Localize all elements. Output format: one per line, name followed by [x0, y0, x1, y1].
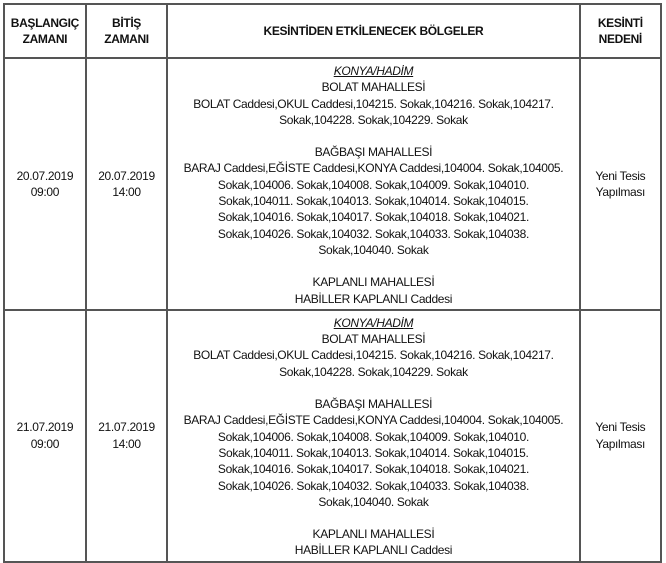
start-time-cell: 20.07.2019 09:00 — [3, 57, 87, 311]
outage-table: BAŞLANGIÇ ZAMANI BİTİŞ ZAMANI KESİNTİDEN ETK… — [3, 3, 663, 563]
start-time-line: 21.07.2019 — [16, 420, 74, 435]
street-list-line: Sokak,104011. Sokak,104013. Sokak,104014… — [218, 445, 529, 460]
reason-line: Yapılması — [595, 184, 646, 199]
district-name: BOLAT MAHALLESİ — [321, 332, 426, 347]
street-list-line: Sokak,104026. Sokak,104032. Sokak,104033… — [217, 226, 529, 241]
start-time-line: 09:00 — [30, 184, 60, 199]
header-end-time: BİTİŞ ZAMANI — [84, 3, 169, 59]
street-list-line: Sokak,104006. Sokak,104008. Sokak,104009… — [217, 429, 529, 444]
district-name: BAĞBAŞI MAHALLESİ — [314, 145, 433, 160]
district-name: KAPLANLI MAHALLESİ — [312, 275, 435, 290]
street-list-line: BARAJ Caddesi,EĞİSTE Caddesi,KONYA Cadde… — [183, 161, 564, 176]
end-time-line: 14:00 — [112, 436, 141, 451]
table-row: 21.07.2019 09:00 21.07.2019 14:00 KONYA/HADİ… — [3, 308, 663, 563]
street-list-line: Sokak,104016. Sokak,104017. Sokak,104018… — [217, 462, 529, 477]
end-time-line: 21.07.2019 — [98, 420, 155, 435]
header-affected-regions: KESİNTİDEN ETKİLENECEK BÖLGELER — [166, 3, 581, 59]
header-start-time: BAŞLANGIÇ ZAMANI — [3, 3, 87, 59]
affected-regions-cell: KONYA/HADİM BOLAT MAHALLESİ BOLAT Caddesi,… — [166, 57, 581, 311]
street-list-line: Sokak,104040. Sokak — [318, 242, 429, 257]
header-line: NEDENİ — [598, 32, 643, 46]
street-list-line: Sokak,104026. Sokak,104032. Sokak,104033… — [217, 478, 529, 493]
end-time-cell: 20.07.2019 14:00 — [84, 57, 169, 311]
city-name: KONYA/HADİM — [333, 64, 414, 78]
spacer — [168, 380, 578, 396]
street-list-line: Sokak,104011. Sokak,104013. Sokak,104014… — [218, 194, 529, 209]
street-list-line: BARAJ Caddesi,EĞİSTE Caddesi,KONYA Cadde… — [183, 413, 564, 428]
city-name: KONYA/HADİM — [333, 315, 414, 330]
header-line: ZAMANI — [22, 32, 68, 46]
header-reason: KESİNTİ NEDENİ — [578, 3, 663, 59]
street-list-line: Sokak,104006. Sokak,104008. Sokak,104009… — [217, 177, 529, 192]
street-list-line: Sokak,104228. Sokak,104229. Sokak — [279, 112, 468, 127]
header-line: BAŞLANGIÇ — [10, 15, 80, 30]
start-time-line: 09:00 — [30, 436, 60, 451]
street-list-line: Sokak,104228. Sokak,104229. Sokak — [279, 364, 468, 379]
district-name: KAPLANLI MAHALLESİ — [312, 527, 435, 542]
reason-line: Yeni Tesis — [595, 420, 646, 435]
street-list-line: Sokak,104016. Sokak,104017. Sokak,104018… — [217, 210, 529, 225]
table-row: 20.07.2019 09:00 20.07.2019 14:00 KONYA/HADİ… — [3, 57, 663, 311]
spacer — [168, 128, 578, 144]
header-line: ZAMANI — [104, 32, 149, 46]
header-line: KESİNTİDEN ETKİLENECEK BÖLGELER — [263, 23, 484, 38]
affected-regions-cell: KONYA/HADİM BOLAT MAHALLESİ BOLAT Caddesi,… — [166, 308, 581, 563]
reason-cell: Yeni Tesis Yapılması — [578, 57, 663, 311]
spacer — [168, 258, 578, 274]
reason-cell: Yeni Tesis Yapılması — [578, 308, 663, 563]
spacer — [168, 510, 578, 526]
header-line: BİTİŞ — [112, 15, 141, 30]
end-time-line: 14:00 — [112, 184, 141, 199]
start-time-cell: 21.07.2019 09:00 — [3, 308, 87, 563]
street-list-line: BOLAT Caddesi,OKUL Caddesi,104215. Sokak… — [193, 96, 554, 111]
district-name: BAĞBAŞI MAHALLESİ — [314, 397, 433, 412]
street-list-line: Sokak,104040. Sokak — [318, 494, 429, 509]
street-list-line: HABİLLER KAPLANLI Caddesi — [294, 543, 453, 558]
header-line: KESİNTİ — [597, 15, 643, 30]
end-time-line: 20.07.2019 — [98, 168, 155, 183]
reason-line: Yeni Tesis — [595, 168, 646, 183]
reason-line: Yapılması — [595, 436, 646, 451]
end-time-cell: 21.07.2019 14:00 — [84, 308, 169, 563]
street-list-line: BOLAT Caddesi,OKUL Caddesi,104215. Sokak… — [193, 348, 554, 363]
header-row: BAŞLANGIÇ ZAMANI BİTİŞ ZAMANI KESİNTİDEN ETK… — [3, 3, 663, 59]
street-list-line: HABİLLER KAPLANLI Caddesi — [294, 291, 453, 306]
district-name: BOLAT MAHALLESİ — [321, 80, 426, 95]
start-time-line: 20.07.2019 — [16, 168, 74, 183]
